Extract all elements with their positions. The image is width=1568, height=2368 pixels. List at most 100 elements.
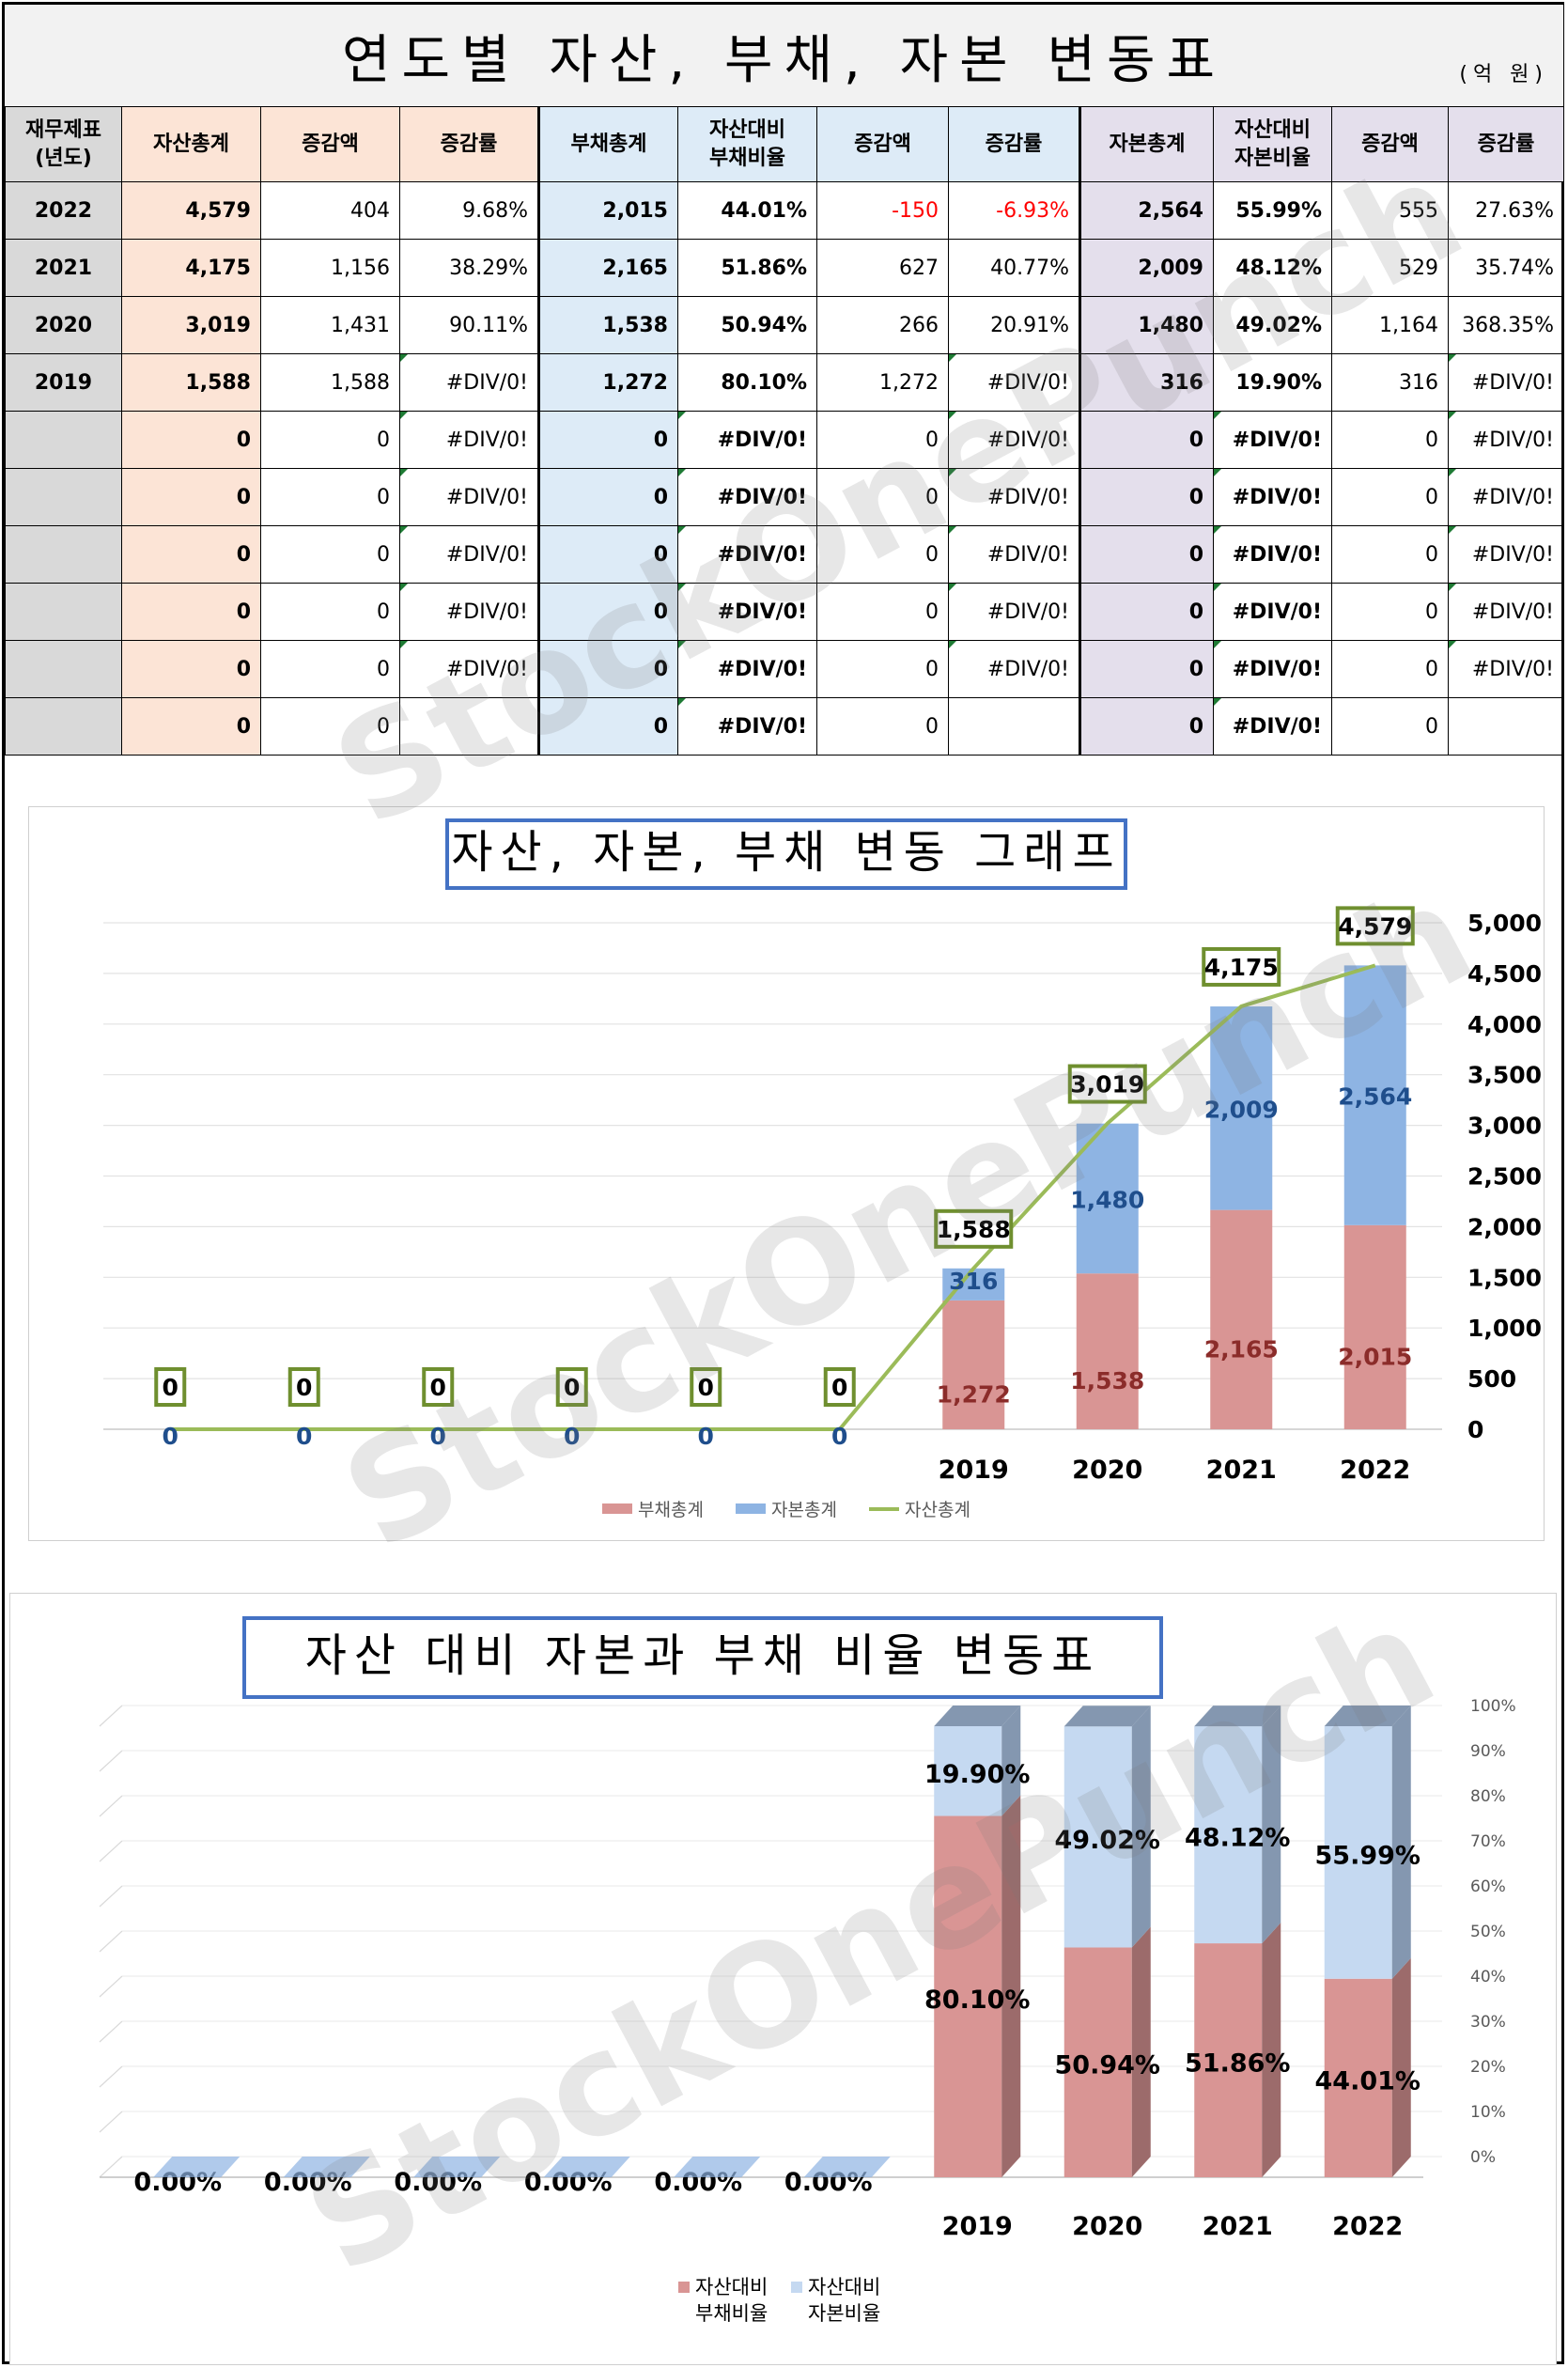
table-cell — [5, 525, 122, 584]
table-row: 0 0 #DIV/0! 0 #DIV/0! 0 #DIV/0! 0 #DIV/0! 0 #DIV/0… — [5, 411, 1564, 469]
table-cell: 0 — [816, 640, 949, 698]
table-cell: 0 — [121, 583, 261, 641]
table-cell: 1,480 — [1079, 296, 1214, 354]
table-cell: #DIV/0! — [399, 640, 539, 698]
table-cell: 19.90% — [1213, 353, 1332, 412]
table-cell: 1,272 — [537, 353, 678, 412]
table-cell: #DIV/0! — [1213, 468, 1332, 526]
table-cell: 1,538 — [537, 296, 678, 354]
table-cell: 0 — [1331, 468, 1449, 526]
table-cell: 90.11% — [399, 296, 539, 354]
table-cell — [5, 697, 122, 756]
table-cell: #DIV/0! — [677, 583, 817, 641]
table-cell: 0 — [260, 697, 400, 756]
table-cell: 0 — [1331, 583, 1449, 641]
table-cell: -6.93% — [948, 181, 1080, 240]
table-cell: #DIV/0! — [677, 525, 817, 584]
table-cell: #DIV/0! — [1448, 583, 1564, 641]
table-cell: 51.86% — [677, 239, 817, 297]
table-cell: 2021 — [5, 239, 122, 297]
table-cell: 2,009 — [1079, 239, 1214, 297]
table-cell: #DIV/0! — [399, 468, 539, 526]
table-cell: 404 — [260, 181, 400, 240]
unit-label: (억 원) — [1459, 63, 1548, 86]
table-cell: 0 — [121, 468, 261, 526]
table-cell: 627 — [816, 239, 949, 297]
table-cell: 0 — [816, 697, 949, 756]
table-cell: #DIV/0! — [1448, 468, 1564, 526]
table-cell: #DIV/0! — [677, 697, 817, 756]
table-cell: 368.35% — [1448, 296, 1564, 354]
table-cell: #DIV/0! — [948, 411, 1080, 469]
table-cell: #DIV/0! — [1448, 525, 1564, 584]
table-cell: #DIV/0! — [948, 468, 1080, 526]
table-cell — [5, 640, 122, 698]
table-cell: 0 — [260, 411, 400, 469]
table-cell: #DIV/0! — [1448, 353, 1564, 412]
table-cell: 80.10% — [677, 353, 817, 412]
table-cell: 0 — [1079, 583, 1214, 641]
page-title: 연도별 자산, 부채, 자본 변동표 — [341, 30, 1227, 91]
table-cell: #DIV/0! — [948, 583, 1080, 641]
table-cell: 0 — [1079, 468, 1214, 526]
table-row: 2020 3,019 1,431 90.11% 1,538 50.94% 266 20.91%… — [5, 296, 1564, 354]
table-cell: 0 — [1079, 640, 1214, 698]
table-cell: #DIV/0! — [677, 468, 817, 526]
table-cell: 38.29% — [399, 239, 539, 297]
table-cell: #DIV/0! — [948, 525, 1080, 584]
table-header-cell: 증감액 — [1331, 106, 1449, 182]
table-cell: 0 — [1331, 525, 1449, 584]
table-cell: 1,431 — [260, 296, 400, 354]
financial-table: 재무제표 (년도) 자산총계 증감액 증감률 부채총계 자산대비 부채비율 증감액 증감률 자본… — [5, 106, 1564, 756]
table-cell: 0 — [1079, 525, 1214, 584]
table-cell: 2020 — [5, 296, 122, 354]
table-cell: #DIV/0! — [399, 411, 539, 469]
table-cell: 44.01% — [677, 181, 817, 240]
table-row: 0 0 0 #DIV/0! 0 0 #DIV/0! 0 — [5, 697, 1564, 756]
table-cell: #DIV/0! — [1213, 583, 1332, 641]
table-cell: 0 — [816, 411, 949, 469]
table-header-row: 재무제표 (년도) 자산총계 증감액 증감률 부채총계 자산대비 부채비율 증감액 증감률 자본… — [5, 106, 1564, 182]
table-cell — [399, 697, 539, 756]
table-header-cell: 자산총계 — [121, 106, 261, 182]
table-cell: #DIV/0! — [1448, 411, 1564, 469]
table-header-cell: 부채총계 — [537, 106, 678, 182]
table-cell: #DIV/0! — [948, 640, 1080, 698]
table-cell: 2022 — [5, 181, 122, 240]
table-header-cell: 자산대비 부채비율 — [677, 106, 817, 182]
table-cell: 1,588 — [121, 353, 261, 412]
table-cell: 2,015 — [537, 181, 678, 240]
table-cell: #DIV/0! — [1448, 640, 1564, 698]
table-cell: 0 — [260, 583, 400, 641]
table-cell: 50.94% — [677, 296, 817, 354]
table-cell: 2,564 — [1079, 181, 1214, 240]
table-cell: 35.74% — [1448, 239, 1564, 297]
table-cell: 0 — [537, 525, 678, 584]
table-cell: 0 — [1079, 697, 1214, 756]
table-cell: 0 — [260, 640, 400, 698]
table-header-cell: 재무제표 (년도) — [5, 106, 122, 182]
chart1-title: 자산, 자본, 부채 변동 그래프 — [445, 818, 1127, 890]
table-header-cell: 자산대비 자본비율 — [1213, 106, 1332, 182]
table-header-cell: 증감률 — [1448, 106, 1564, 182]
table-cell: #DIV/0! — [399, 353, 539, 412]
table-cell: 0 — [537, 583, 678, 641]
table-cell: 0 — [537, 468, 678, 526]
table-cell: 0 — [816, 525, 949, 584]
table-cell: 316 — [1079, 353, 1214, 412]
chart2-title: 자산 대비 자본과 부채 비율 변동표 — [242, 1616, 1163, 1699]
table-cell: 0 — [537, 411, 678, 469]
table-cell: 40.77% — [948, 239, 1080, 297]
table-cell: 27.63% — [1448, 181, 1564, 240]
table-cell: 529 — [1331, 239, 1449, 297]
table-cell: 0 — [1331, 640, 1449, 698]
table-cell: 1,164 — [1331, 296, 1449, 354]
table-cell — [5, 583, 122, 641]
table-cell: 0 — [121, 697, 261, 756]
table-cell: 2019 — [5, 353, 122, 412]
table-cell — [5, 468, 122, 526]
table-row: 0 0 #DIV/0! 0 #DIV/0! 0 #DIV/0! 0 #DIV/0! 0 #DIV/0… — [5, 468, 1564, 526]
table-cell: 0 — [1079, 411, 1214, 469]
table-cell: #DIV/0! — [399, 525, 539, 584]
table-header-cell: 증감률 — [399, 106, 539, 182]
